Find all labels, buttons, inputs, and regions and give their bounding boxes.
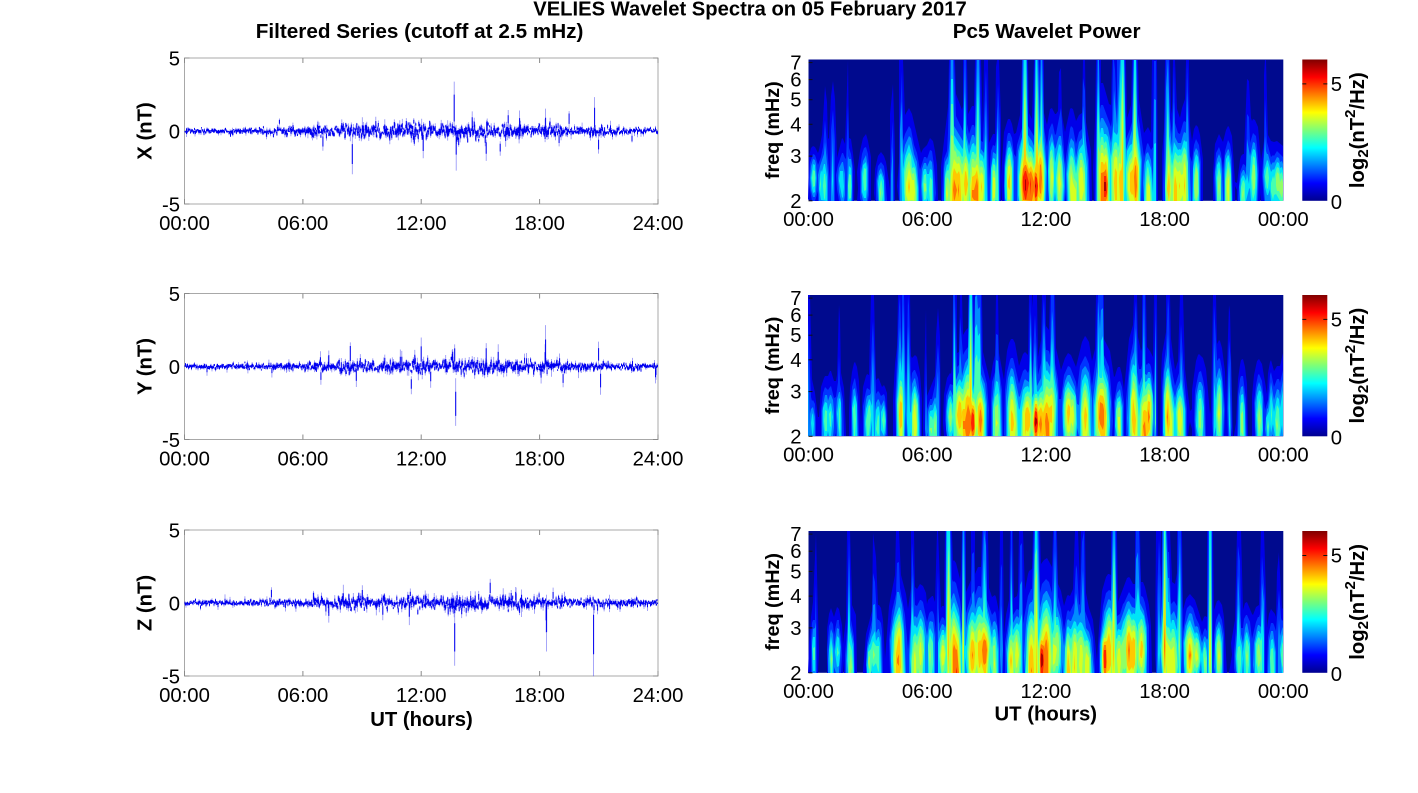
svg-text:UT (hours): UT (hours) — [370, 709, 473, 731]
svg-text:log2(nT2/Hz): log2(nT2/Hz) — [1342, 544, 1372, 660]
svg-text:3: 3 — [790, 146, 801, 168]
svg-text:Z (nT): Z (nT) — [135, 575, 157, 631]
svg-text:freq (mHz): freq (mHz) — [762, 317, 784, 415]
svg-text:freq (mHz): freq (mHz) — [762, 553, 784, 651]
svg-text:UT (hours): UT (hours) — [995, 704, 1098, 726]
svg-text:12:00: 12:00 — [396, 449, 447, 471]
svg-text:06:00: 06:00 — [278, 449, 329, 471]
svg-text:5: 5 — [1331, 74, 1342, 96]
svg-text:06:00: 06:00 — [278, 213, 329, 235]
svg-text:06:00: 06:00 — [902, 209, 953, 231]
svg-text:-5: -5 — [162, 195, 180, 217]
svg-text:4: 4 — [790, 114, 801, 136]
svg-text:3: 3 — [790, 382, 801, 404]
svg-text:0: 0 — [169, 122, 180, 144]
svg-text:12:00: 12:00 — [1021, 444, 1072, 466]
svg-text:18:00: 18:00 — [514, 685, 565, 707]
svg-text:24:00: 24:00 — [633, 213, 684, 235]
svg-text:00:00: 00:00 — [159, 685, 210, 707]
svg-text:7: 7 — [790, 524, 801, 546]
svg-text:6: 6 — [790, 70, 801, 92]
svg-text:24:00: 24:00 — [633, 685, 684, 707]
svg-text:00:00: 00:00 — [159, 213, 210, 235]
svg-text:2: 2 — [790, 191, 801, 213]
svg-text:00:00: 00:00 — [159, 449, 210, 471]
svg-text:0: 0 — [1331, 192, 1342, 214]
svg-text:6: 6 — [790, 305, 801, 327]
svg-text:4: 4 — [790, 350, 801, 372]
svg-text:log2(nT2/Hz): log2(nT2/Hz) — [1342, 308, 1372, 424]
svg-text:4: 4 — [790, 586, 801, 608]
svg-text:18:00: 18:00 — [514, 213, 565, 235]
svg-text:00:00: 00:00 — [783, 444, 834, 466]
svg-text:X (nT): X (nT) — [135, 102, 157, 159]
svg-text:00:00: 00:00 — [1258, 444, 1309, 466]
svg-text:12:00: 12:00 — [1021, 209, 1072, 231]
svg-text:-5: -5 — [162, 667, 180, 689]
svg-text:0: 0 — [1331, 664, 1342, 686]
svg-text:5: 5 — [169, 284, 180, 306]
svg-text:06:00: 06:00 — [902, 444, 953, 466]
svg-text:Filtered Series (cutoff at 2.5: Filtered Series (cutoff at 2.5 mHz) — [256, 20, 584, 43]
svg-text:18:00: 18:00 — [514, 449, 565, 471]
svg-text:7: 7 — [790, 288, 801, 310]
svg-text:00:00: 00:00 — [1258, 209, 1309, 231]
svg-text:0: 0 — [169, 594, 180, 616]
svg-text:-5: -5 — [162, 430, 180, 452]
svg-text:24:00: 24:00 — [633, 449, 684, 471]
svg-text:18:00: 18:00 — [1139, 681, 1190, 703]
svg-text:0: 0 — [169, 357, 180, 379]
svg-text:6: 6 — [790, 541, 801, 563]
svg-text:06:00: 06:00 — [902, 681, 953, 703]
svg-text:2: 2 — [790, 663, 801, 685]
svg-text:log2(nT2/Hz): log2(nT2/Hz) — [1342, 72, 1372, 188]
svg-text:12:00: 12:00 — [396, 213, 447, 235]
svg-text:Y (nT): Y (nT) — [135, 338, 157, 395]
svg-text:5: 5 — [1331, 546, 1342, 568]
svg-text:12:00: 12:00 — [1021, 681, 1072, 703]
svg-text:2: 2 — [790, 426, 801, 448]
svg-text:06:00: 06:00 — [278, 685, 329, 707]
svg-text:7: 7 — [790, 53, 801, 75]
svg-text:18:00: 18:00 — [1139, 209, 1190, 231]
svg-text:3: 3 — [790, 618, 801, 640]
svg-text:12:00: 12:00 — [396, 685, 447, 707]
svg-text:5: 5 — [169, 49, 180, 71]
svg-text:VELIES Wavelet Spectra on 05 F: VELIES Wavelet Spectra on 05 February 20… — [533, 0, 966, 21]
svg-text:5: 5 — [1331, 309, 1342, 331]
svg-text:freq (mHz): freq (mHz) — [762, 81, 784, 179]
svg-text:00:00: 00:00 — [1258, 681, 1309, 703]
svg-text:18:00: 18:00 — [1139, 444, 1190, 466]
svg-text:5: 5 — [169, 521, 180, 543]
svg-text:00:00: 00:00 — [783, 681, 834, 703]
svg-text:0: 0 — [1331, 427, 1342, 449]
svg-text:5: 5 — [790, 325, 801, 347]
svg-text:5: 5 — [790, 90, 801, 112]
svg-text:5: 5 — [790, 561, 801, 583]
svg-text:Pc5 Wavelet Power: Pc5 Wavelet Power — [953, 20, 1141, 43]
svg-text:00:00: 00:00 — [783, 209, 834, 231]
